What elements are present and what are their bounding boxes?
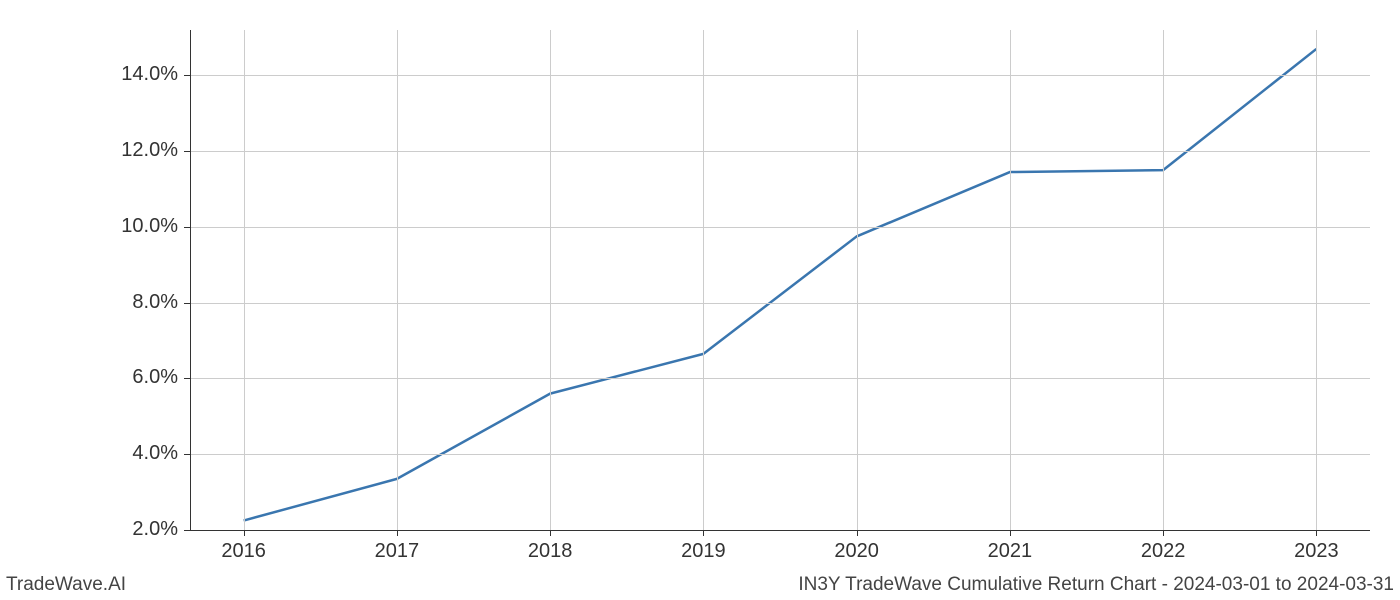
grid-line-vertical bbox=[857, 30, 858, 530]
grid-line-vertical bbox=[1316, 30, 1317, 530]
grid-line-horizontal bbox=[190, 151, 1370, 152]
chart-title-label: IN3Y TradeWave Cumulative Return Chart -… bbox=[798, 574, 1394, 596]
grid-line-vertical bbox=[703, 30, 704, 530]
y-axis-spine bbox=[190, 30, 191, 530]
grid-line-vertical bbox=[1163, 30, 1164, 530]
grid-line-vertical bbox=[244, 30, 245, 530]
x-axis-spine bbox=[190, 530, 1370, 531]
line-series bbox=[0, 0, 1400, 600]
grid-line-vertical bbox=[550, 30, 551, 530]
attribution-label: TradeWave.AI bbox=[6, 574, 126, 596]
cumulative-return-chart: 2.0%4.0%6.0%8.0%10.0%12.0%14.0% 20162017… bbox=[0, 0, 1400, 600]
grid-line-horizontal bbox=[190, 303, 1370, 304]
grid-line-horizontal bbox=[190, 378, 1370, 379]
grid-line-vertical bbox=[397, 30, 398, 530]
grid-line-horizontal bbox=[190, 227, 1370, 228]
grid-line-vertical bbox=[1010, 30, 1011, 530]
grid-line-horizontal bbox=[190, 75, 1370, 76]
grid-line-horizontal bbox=[190, 454, 1370, 455]
return-line bbox=[244, 49, 1317, 521]
